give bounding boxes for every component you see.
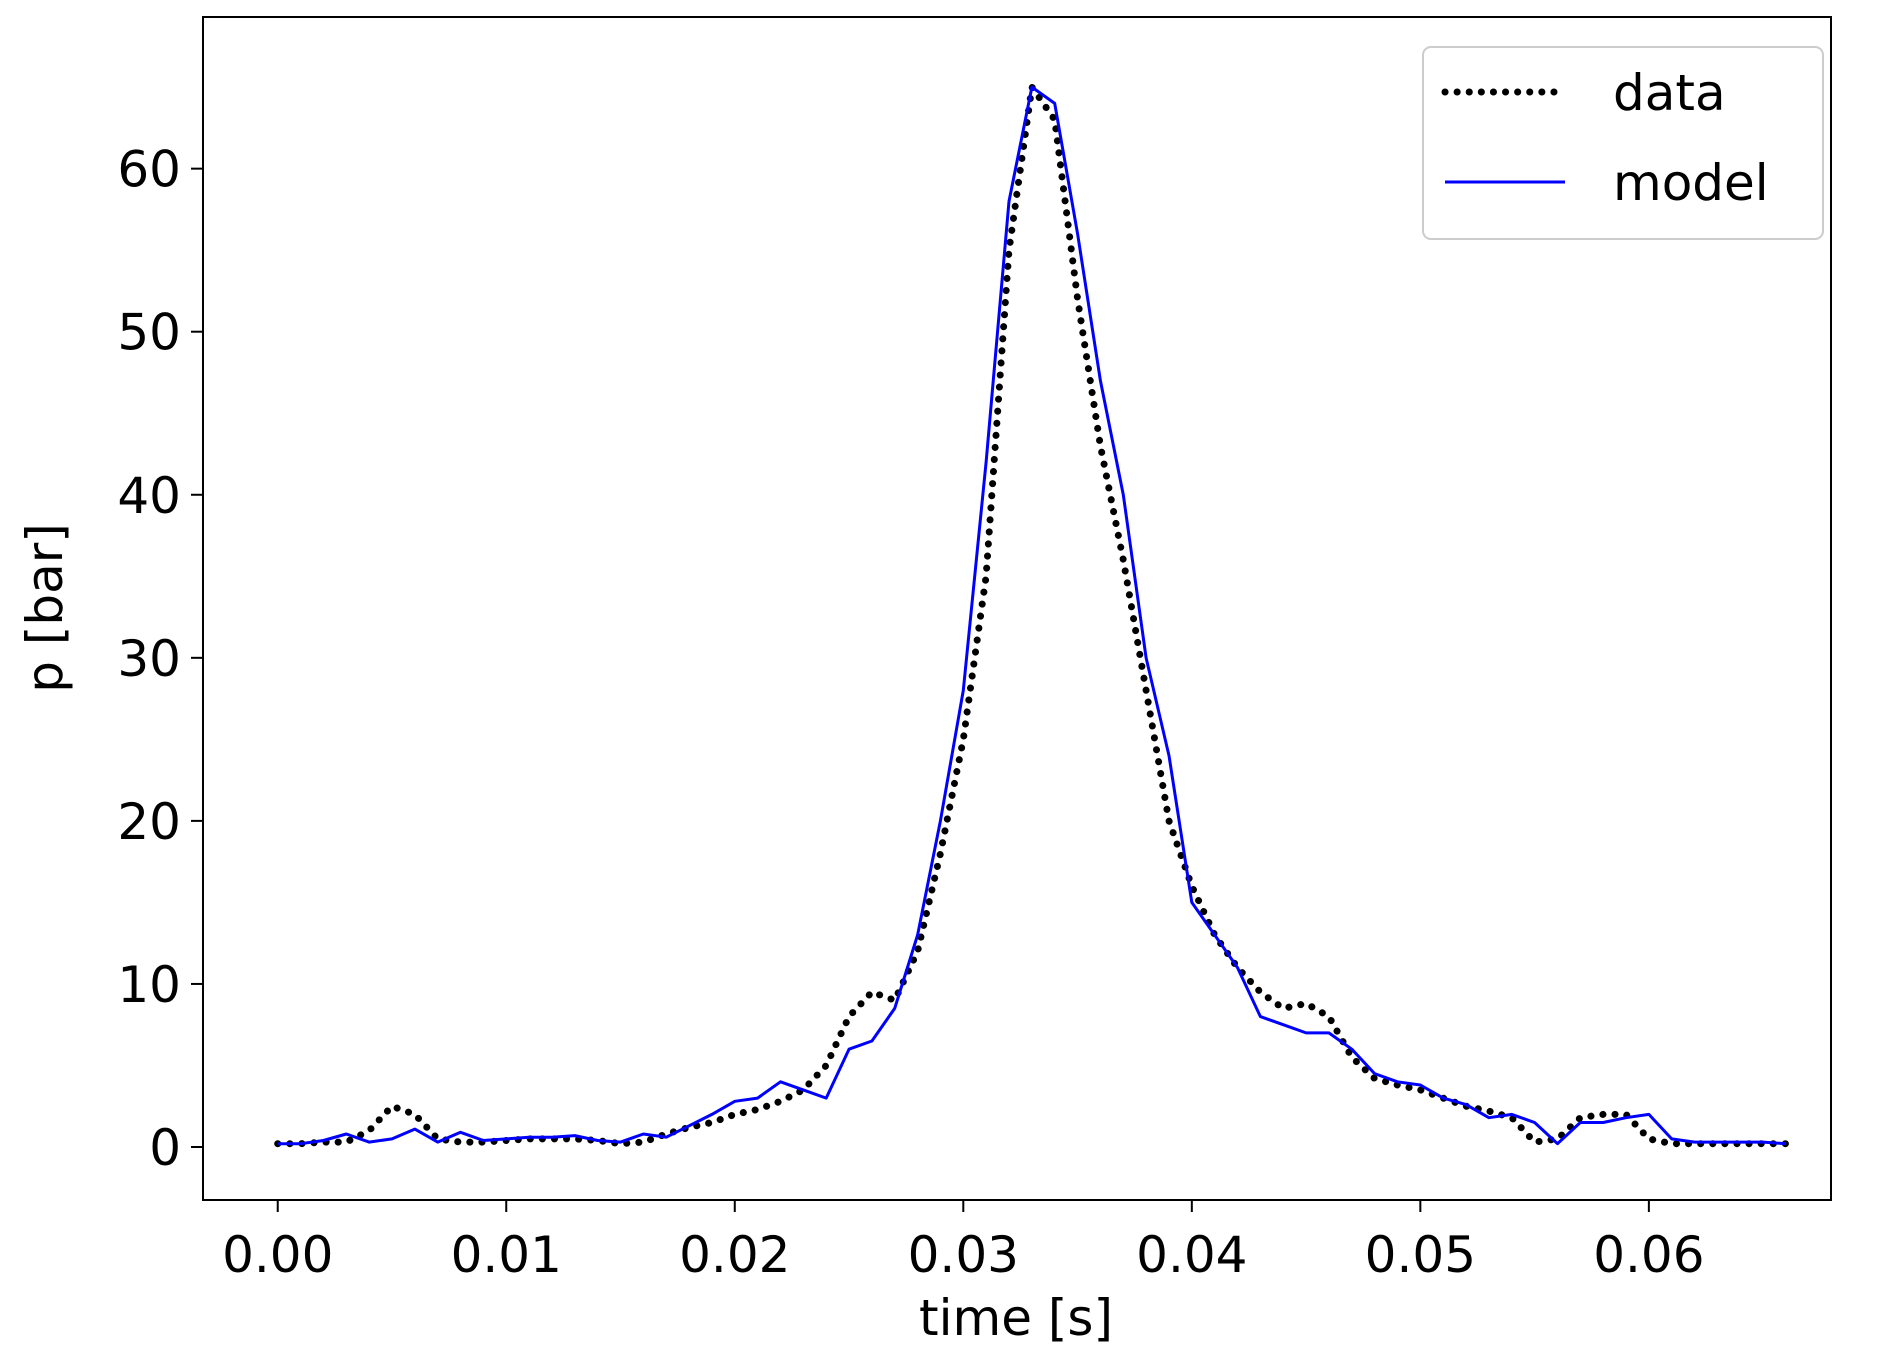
x-tick-label: 0.05	[1365, 1226, 1476, 1284]
x-tick-label: 0.00	[222, 1226, 333, 1284]
y-tick-label: 60	[117, 141, 181, 199]
y-tick-label: 30	[117, 630, 181, 688]
series-line	[277, 85, 1787, 1146]
x-tick-label: 0.02	[679, 1226, 790, 1284]
y-axis-label: p [bar]	[16, 523, 74, 693]
y-tick-label: 40	[117, 467, 181, 525]
x-tick-label: 0.06	[1593, 1226, 1704, 1284]
plot-frame	[202, 16, 1832, 1201]
series-line	[274, 83, 1790, 1148]
y-tick-label: 20	[117, 793, 181, 851]
y-tick-label: 50	[117, 304, 181, 362]
x-tick-label: 0.03	[908, 1226, 1019, 1284]
x-tick-label: 0.04	[1136, 1226, 1247, 1284]
legend-label: model	[1613, 154, 1769, 212]
x-axis-label: time [s]	[919, 1289, 1113, 1347]
y-tick-label: 0	[149, 1119, 181, 1177]
y-tick-label: 10	[117, 956, 181, 1014]
x-tick-label: 0.01	[451, 1226, 562, 1284]
legend-box	[1422, 46, 1824, 240]
legend-label: data	[1613, 64, 1726, 122]
